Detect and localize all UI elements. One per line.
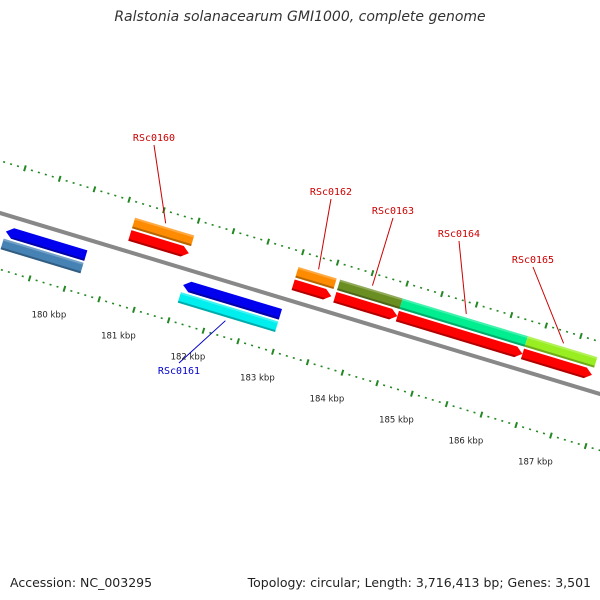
feature-RSc0161 [177,292,279,333]
tick-mark [544,322,549,329]
tick-mark [196,217,201,224]
kbp-label: 183 kbp [240,374,275,384]
accession-text: Accession: NC_003295 [10,575,153,590]
genome-backbone [0,210,600,397]
tick-mark [335,259,340,266]
tick-mark [132,306,136,313]
kbp-label: 185 kbp [379,416,414,426]
tick-mark [266,238,271,245]
genome-title: Ralstonia solanacearum GMI1000, complete… [114,9,486,25]
kbp-label: 184 kbp [310,395,345,405]
cds-RSc0162 [291,279,332,300]
tick-mark [92,186,97,193]
forward-tick-track [2,160,597,342]
label-leader-line [532,266,565,344]
tick-mark [474,301,479,308]
tick-mark [509,311,514,319]
cds-RSc0163 [333,292,398,320]
label-leader-line [178,320,226,364]
tick-mark [440,290,444,298]
gene-g0 [5,228,88,261]
kbp-label: 182 kbp [171,353,206,363]
tick-mark [97,296,101,303]
feature-g0 [0,238,84,274]
gene-RSc0160 [131,217,195,247]
tick-mark [444,400,449,408]
gene-label-RSc0162: RSc0162 [310,187,352,198]
tick-mark [271,348,275,355]
gene-RSc0163 [336,279,403,309]
gene-label-RSc0161: RSc0161 [158,366,200,377]
tick-mark [410,390,414,397]
tick-mark [236,338,240,345]
topology-text: Topology: circular; Length: 3,716,413 bp… [247,575,591,590]
tick-mark [305,359,310,366]
tick-mark [583,442,588,450]
tick-mark [62,285,67,293]
kbp-label: 181 kbp [101,332,136,342]
gene-RSc0162 [295,267,337,290]
cds-RSc0165 [520,348,592,379]
tick-mark [579,332,583,340]
tick-mark [127,196,132,203]
tick-mark [549,432,553,439]
gene-RSc0164 [399,298,528,347]
reverse-tick-track [0,268,600,452]
gene-features [0,217,598,379]
gene-RSc0161 [183,281,282,320]
tick-mark [370,269,375,277]
kbp-label: 187 kbp [518,457,553,467]
gene-labels: RSc0160 RSc0161 RSc0162 RSc0163 RSc0164 RSc01… [133,133,565,377]
tick-mark [201,327,206,334]
tick-mark [57,175,62,182]
label-leader-line [458,240,467,315]
tick-mark [375,380,379,387]
gene-label-RSc0164: RSc0164 [438,229,480,240]
kbp-labels: 180 kbp 181 kbp 182 kbp 183 kbp 184 kbp 185 k… [32,311,553,468]
tick-mark [340,369,345,376]
label-leader-line [371,217,394,286]
label-leader-line [153,144,167,224]
tick-mark [23,165,27,172]
gene-label-RSc0163: RSc0163 [372,206,414,217]
kbp-label: 186 kbp [449,437,484,447]
gene-label-RSc0165: RSc0165 [512,255,554,266]
tick-mark [166,317,171,324]
gene-label-RSc0160: RSc0160 [133,133,175,144]
tick-mark [514,421,518,429]
tick-mark [231,228,236,235]
kbp-label: 180 kbp [32,311,67,321]
tick-mark [405,280,410,287]
tick-mark [27,275,32,282]
gene-RSc0165 [524,336,598,368]
tick-mark [479,411,484,418]
cds-RSc0164 [395,310,523,358]
label-leader-line [318,198,332,270]
tick-mark [301,249,305,256]
cds-RSc0160 [128,230,189,257]
